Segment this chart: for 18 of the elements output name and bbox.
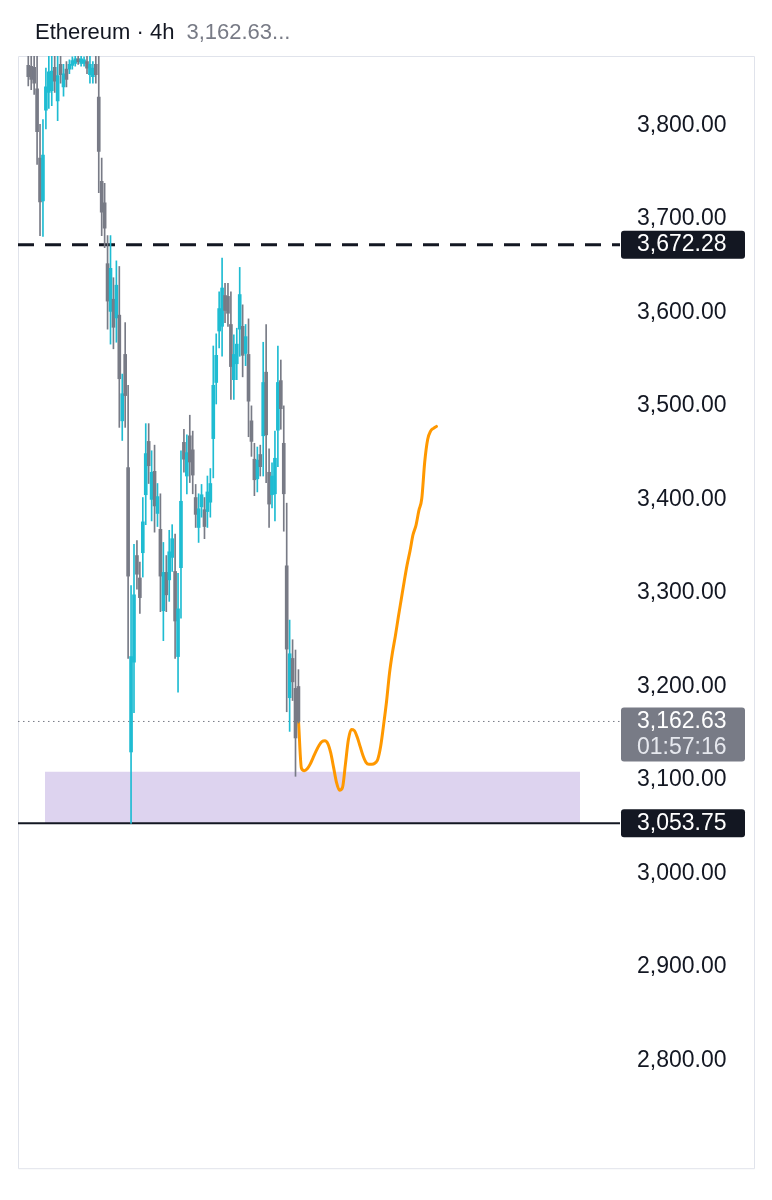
y-tick-label: 3,800.00 <box>637 110 727 137</box>
ref-line-label: 3,053.75 <box>637 808 727 835</box>
y-tick-label: 2,800.00 <box>637 1046 727 1073</box>
ref-line-label: 3,672.28 <box>637 230 727 257</box>
y-tick-label: 3,000.00 <box>637 858 727 885</box>
chart-title: Ethereum · 4h <box>35 19 175 44</box>
y-tick-label: 3,300.00 <box>637 578 727 605</box>
y-tick-label: 3,200.00 <box>637 671 727 698</box>
ref-line-label: 3,162.63 <box>637 706 727 733</box>
y-tick-label: 3,400.00 <box>637 484 727 511</box>
text: 01:57:16 <box>637 732 727 759</box>
chart-subtitle: 3,162.63... <box>186 19 291 44</box>
y-tick-label: 3,700.00 <box>637 204 727 231</box>
line-series <box>296 424 438 792</box>
y-tick-label: 3,100.00 <box>637 765 727 792</box>
y-tick-label: 2,900.00 <box>637 952 727 979</box>
y-tick-label: 3,500.00 <box>637 391 727 418</box>
y-tick-label: 3,600.00 <box>637 297 727 324</box>
